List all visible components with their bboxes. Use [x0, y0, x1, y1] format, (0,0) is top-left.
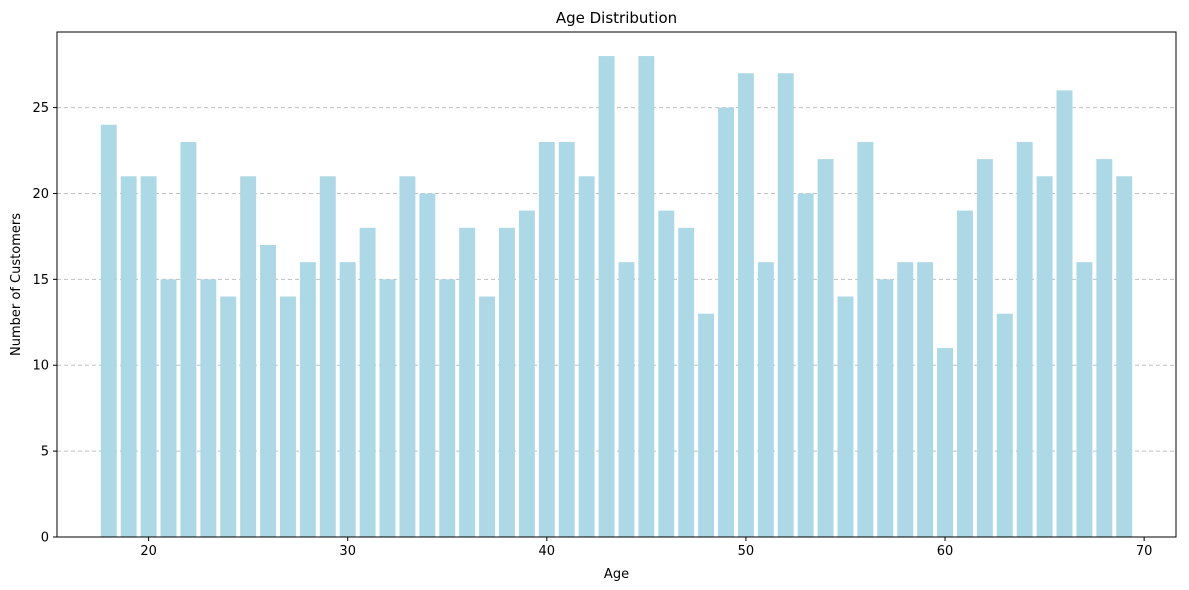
bar: [518, 210, 535, 537]
bar: [299, 262, 316, 537]
y-tick-label: 15: [32, 273, 49, 288]
bar: [439, 279, 456, 537]
bar: [140, 176, 157, 538]
y-tick-label: 20: [32, 187, 49, 202]
bar: [777, 73, 794, 537]
bar: [160, 279, 177, 537]
y-axis-label: Number of Customers: [9, 213, 24, 356]
x-tick-label: 50: [738, 544, 755, 559]
bar: [280, 296, 296, 537]
x-axis-label: Age: [604, 567, 629, 582]
bar: [319, 176, 336, 538]
bar: [558, 141, 575, 537]
bar: [499, 227, 515, 537]
bar: [240, 176, 257, 538]
bar: [618, 262, 635, 537]
plot-frame: [56, 31, 1177, 538]
x-tick-label: 70: [1136, 544, 1153, 559]
bar: [339, 262, 356, 537]
bar: [837, 296, 854, 537]
y-tick-label: 25: [32, 101, 49, 116]
x-tick-label: 60: [937, 544, 954, 559]
chart-title: Age Distribution: [556, 9, 677, 27]
bar: [1056, 90, 1073, 537]
bar: [658, 210, 675, 537]
y-tick-label: 5: [41, 445, 49, 460]
bar: [100, 124, 117, 538]
bar: [260, 244, 277, 537]
bar: [937, 348, 953, 537]
bar: [379, 279, 396, 537]
bar: [1116, 176, 1133, 538]
bar: [638, 56, 655, 538]
y-tick-label: 10: [32, 359, 49, 374]
bar-series: [100, 56, 1133, 538]
bar: [996, 313, 1013, 537]
bar: [797, 193, 814, 537]
x-tick-label: 20: [140, 544, 157, 559]
y-axis: 0 5 10 15 20 25: [32, 101, 57, 546]
bar: [857, 141, 874, 537]
bar: [976, 159, 993, 538]
bar: [757, 262, 774, 537]
bar: [220, 296, 237, 537]
bar: [359, 227, 376, 537]
bar: [917, 262, 934, 537]
bar: [598, 56, 615, 538]
bar: [180, 141, 197, 537]
bar: [120, 176, 137, 538]
bar: [956, 210, 973, 537]
bar: [877, 279, 894, 537]
bar: [698, 313, 715, 537]
bar: [578, 176, 595, 538]
bar: [399, 176, 416, 538]
bar: [1036, 176, 1053, 538]
bar: [459, 227, 476, 537]
bar: [200, 279, 217, 537]
y-tick-label: 0: [41, 531, 49, 546]
bar: [419, 193, 436, 537]
bar: [1096, 159, 1113, 538]
x-tick-label: 40: [539, 544, 556, 559]
bar: [1016, 141, 1033, 537]
bar: [538, 141, 555, 537]
x-axis: 20 30 40 50 60 70: [140, 537, 1152, 559]
x-tick-label: 30: [339, 544, 356, 559]
bar: [718, 107, 734, 537]
bar: [737, 73, 754, 537]
bar: [897, 262, 914, 537]
bar: [817, 159, 834, 538]
bar: [678, 227, 695, 537]
bar: [1076, 262, 1093, 537]
bar: [479, 296, 496, 537]
